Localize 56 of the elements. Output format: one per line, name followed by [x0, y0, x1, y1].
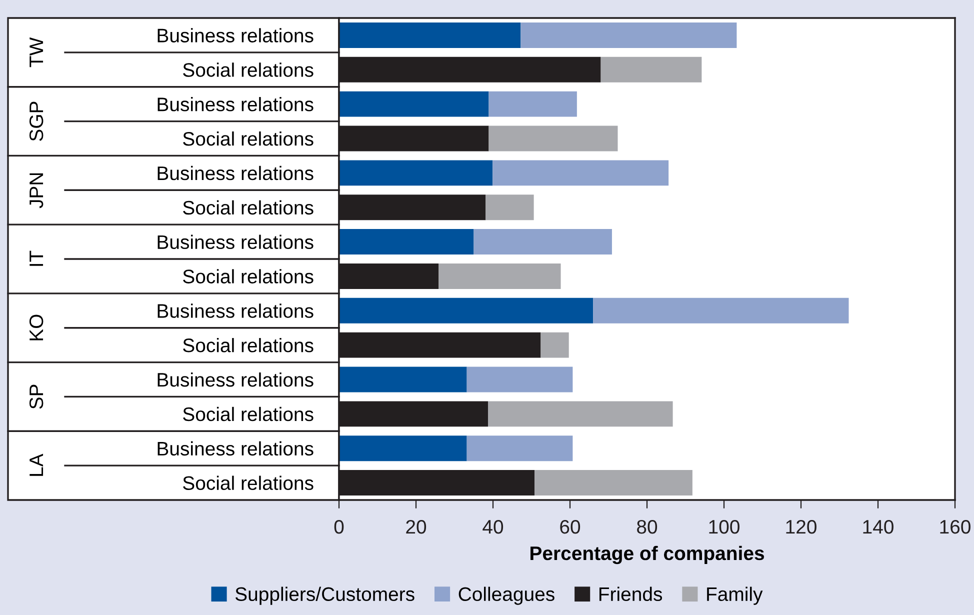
y-tick-label: Social relations: [183, 62, 314, 77]
bar: [339, 91, 489, 117]
y-tick-label: Business relations: [158, 97, 314, 112]
y-tick-label: Social relations: [183, 200, 314, 215]
bar: [474, 229, 612, 255]
bar: [488, 126, 618, 152]
text: SGP: [29, 102, 44, 141]
text: IT: [30, 250, 44, 266]
bar: [488, 401, 673, 427]
bar: [339, 22, 521, 48]
bar: [534, 470, 692, 496]
text: JPN: [30, 173, 44, 208]
bar: [438, 263, 561, 289]
bar: [540, 332, 569, 358]
y-tick-label: Business relations: [158, 441, 314, 456]
bar: [339, 366, 467, 392]
text: SP: [29, 384, 44, 409]
y-tick-label: Social relations: [183, 269, 314, 284]
legend-label: Colleagues: [458, 586, 554, 605]
legend-label: Family: [707, 586, 763, 605]
text: LA: [30, 454, 44, 476]
text: KO: [29, 314, 44, 340]
bar: [466, 436, 573, 462]
y-tick-label: Social relations: [183, 131, 314, 146]
bar: [339, 229, 474, 255]
x-tick-label: 0: [334, 520, 344, 534]
bar: [486, 194, 534, 220]
bar: [600, 56, 702, 82]
legend-label: Suppliers/Customers: [235, 586, 414, 605]
y-tick-label: Social relations: [183, 406, 314, 422]
bar: [520, 22, 737, 48]
bar: [492, 160, 669, 186]
bar: [339, 436, 467, 462]
y-tick-label: Business relations: [158, 234, 314, 250]
bar: [488, 91, 577, 117]
y-tick-label: Social relations: [183, 476, 314, 490]
x-tick-label: 100: [709, 520, 740, 534]
bar: [339, 160, 493, 186]
x-tick-label: 20: [406, 520, 426, 534]
x-axis-title: Percentage of companies: [530, 546, 764, 564]
bar: [593, 298, 849, 324]
y-tick-label: Business relations: [158, 166, 314, 180]
x-tick-label: 160: [940, 520, 970, 534]
y-tick-label: Business relations: [158, 28, 314, 42]
y-tick-label: Social relations: [183, 338, 314, 352]
y-tick-label: Business relations: [158, 372, 314, 387]
x-tick-label: 60: [560, 520, 580, 534]
x-tick-label: 140: [863, 520, 894, 534]
bar: [339, 298, 594, 324]
legend-label: Friends: [599, 586, 662, 602]
x-tick-label: 40: [482, 520, 504, 534]
x-tick-label: 120: [786, 520, 816, 534]
y-tick-label: Business relations: [158, 304, 314, 318]
text: TW: [30, 37, 44, 68]
bar: [466, 366, 573, 392]
x-tick-label: 80: [637, 520, 658, 534]
